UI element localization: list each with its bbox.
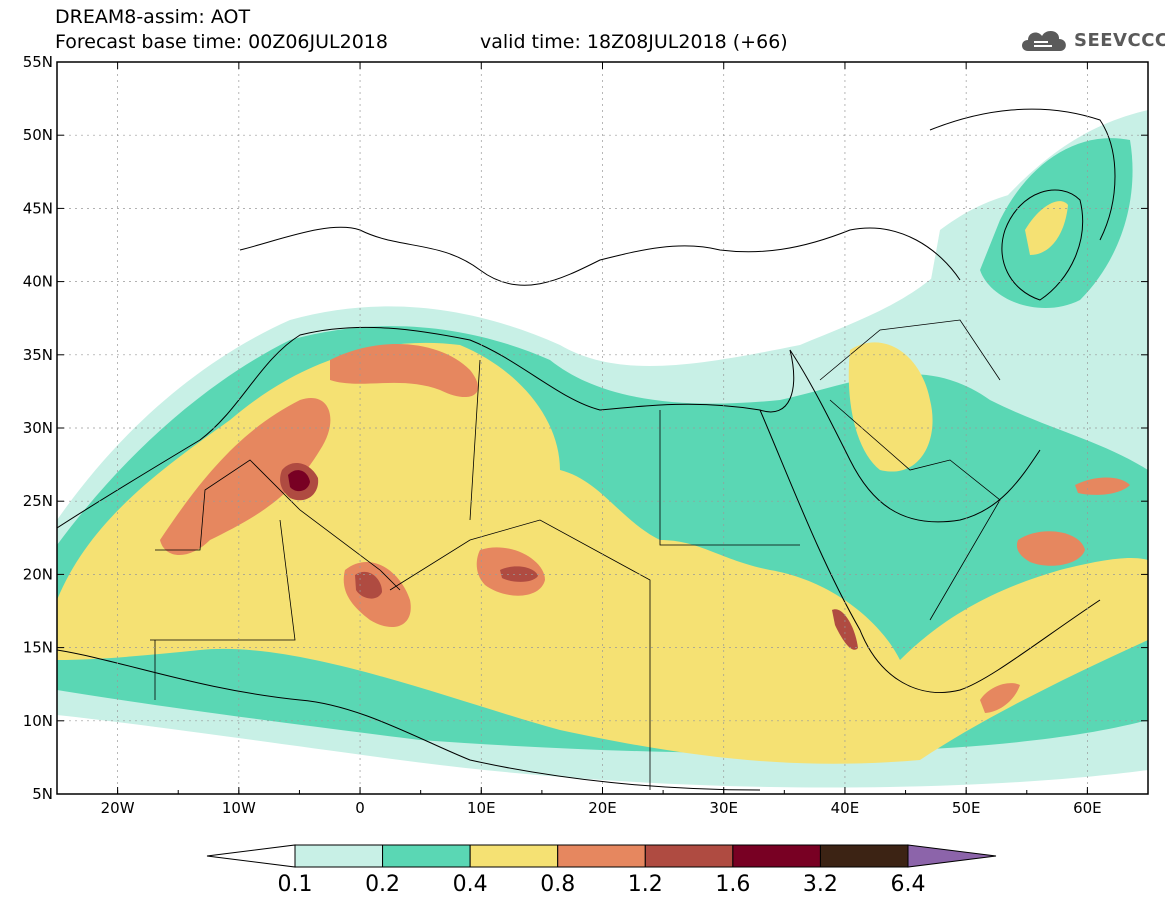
aot-contour-0.4-arabia [848,342,933,472]
colorbar-level-label: 0.2 [365,872,400,897]
colorbar-level-label: 1.2 [628,872,663,897]
aot-contour-1.6-core [288,470,310,492]
colorbar-level-label: 6.4 [891,872,926,897]
caspian-sea [1001,189,1084,301]
lat-tick-label: 40N [23,273,53,291]
cloud-icon [1022,30,1066,51]
aot-field [57,110,1148,788]
colorbar-swatch [732,844,821,868]
colorbar-level-label: 0.1 [278,872,313,897]
lat-tick-label: 35N [23,346,53,364]
lon-tick-label: 10E [467,799,496,817]
lat-tick-label: 55N [23,53,53,71]
aot-contour-0.8-somalia [980,683,1020,713]
lon-tick-label: 30E [709,799,738,817]
lat-tick-label: 20N [23,565,53,583]
aot-contour-0.8-gulf [1075,477,1130,495]
lat-tick-label: 15N [23,639,53,657]
colorbar-swatch [819,844,909,868]
aot-contour-1.2-hoggar [355,571,382,599]
aot-contour-0.8-oman [1016,531,1085,566]
forecast-base-time: Forecast base time: 00Z06JUL2018 [55,31,388,53]
border-arabia [829,399,1001,621]
lon-tick-label: 10W [222,799,256,817]
gulf-of-guinea-coastline [57,649,761,791]
colorbar-swatch [644,844,734,868]
lat-tick-label: 5N [32,785,53,803]
longitude-labels: 20W 10W 0 10E 20E 30E 40E 50E 60E [101,799,1102,817]
lat-tick-label: 50N [23,126,53,144]
colorbar-swatch [557,844,646,868]
lon-tick-label: 60E [1073,799,1102,817]
lat-tick-label: 10N [23,712,53,730]
aot-contour-0.4-caspian [1025,201,1068,255]
country-borders [150,319,1001,790]
logo-text: SEEVCCC [1074,29,1165,51]
colorbar-level-label: 3.2 [803,872,838,897]
lon-tick-label: 20W [101,799,135,817]
seevccc-logo: SEEVCCC [1018,25,1165,55]
lon-tick-label: 20E [588,799,617,817]
map-title: DREAM8-assim: AOT [55,6,251,28]
colorbar-labels: 0.1 0.2 0.4 0.8 1.2 1.6 3.2 6.4 [278,872,926,897]
red-sea-coastline [789,349,1041,523]
colorbar [206,844,997,868]
lat-tick-label: 25N [23,492,53,510]
colorbar-swatch [469,844,559,868]
colorbar-under-triangle [206,844,296,868]
colorbar-level-label: 0.8 [540,872,575,897]
colorbar-swatch [382,844,471,868]
lat-tick-label: 45N [23,199,53,217]
tick-marks [57,61,1148,795]
colorbar-level-label: 0.4 [453,872,488,897]
lon-tick-label: 0 [355,799,365,817]
aot-contour-1.2-eritrea [832,609,858,650]
valid-time: valid time: 18Z08JUL2018 (+66) [480,31,788,53]
colorbar-level-label: 1.6 [715,872,750,897]
border-libya-egypt [469,359,800,546]
border-west [155,459,401,591]
north-africa-coastline [57,326,795,529]
arabian-coastline [759,409,1101,693]
border-sahel [389,519,651,790]
border-mali [150,519,296,700]
lon-tick-label: 50E [952,799,981,817]
lon-tick-label: 40E [831,799,860,817]
caspian-region-coastline [929,108,1116,241]
lat-tick-label: 30N [23,419,53,437]
colorbar-swatch [294,844,384,868]
latitude-labels: 55N 50N 45N 40N 35N 30N 25N 20N 15N 10N 5N [23,53,53,803]
aot-contour-0.8-sahara-north [330,343,479,398]
colorbar-over-triangle [907,844,997,868]
